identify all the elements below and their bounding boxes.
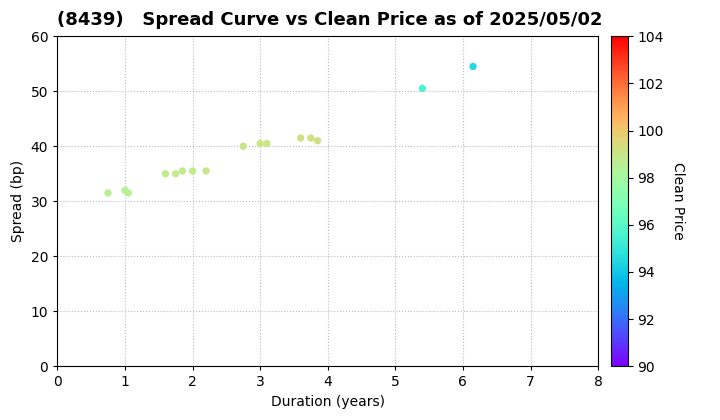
Point xyxy=(176,168,188,174)
Point xyxy=(119,187,130,194)
Point xyxy=(467,63,479,70)
Y-axis label: Clean Price: Clean Price xyxy=(670,163,685,240)
Point xyxy=(160,171,171,177)
Point xyxy=(200,168,212,174)
Text: (8439)   Spread Curve vs Clean Price as of 2025/05/02: (8439) Spread Curve vs Clean Price as of… xyxy=(58,11,603,29)
Point xyxy=(102,190,114,197)
Point xyxy=(186,168,198,174)
Point xyxy=(122,190,134,197)
Point xyxy=(261,140,273,147)
Point xyxy=(170,171,181,177)
Y-axis label: Spread (bp): Spread (bp) xyxy=(11,160,25,242)
Point xyxy=(238,143,249,150)
Point xyxy=(305,135,317,142)
Point xyxy=(295,135,307,142)
X-axis label: Duration (years): Duration (years) xyxy=(271,395,384,409)
Point xyxy=(312,137,323,144)
Point xyxy=(254,140,266,147)
Point xyxy=(417,85,428,92)
